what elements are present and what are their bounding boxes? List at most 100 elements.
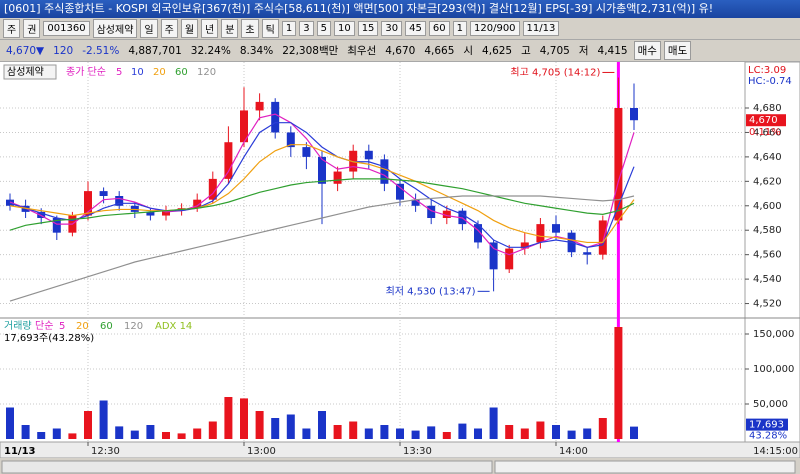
volume-bar [208,421,217,439]
toolbar-button[interactable]: 45 [405,21,426,36]
toolbar-button[interactable]: 15 [357,21,379,36]
candle-body [630,108,638,121]
candle-body [224,142,233,179]
volume-bar [489,407,498,439]
volume-bar [583,428,592,439]
toolbar-button[interactable]: 11/13 [522,21,560,36]
info-field: 4,887,701 [128,44,182,57]
x-tick-label: 13:00 [247,446,276,457]
last-volume-pct: 43.28% [749,431,787,442]
volume-bar [286,414,295,439]
last-price-box [746,114,786,127]
toolbar-button[interactable]: 년 [201,19,219,38]
date-label: 11/13 [4,446,36,457]
candle-body [162,210,170,216]
candle-body [271,101,280,133]
last-volume-label: 17,693 [749,420,784,431]
legend-entry: ADX 14 [155,321,192,332]
info-field: -2.51% [82,44,120,57]
volume-bar [567,430,576,439]
order-button[interactable]: 매수 [633,41,661,60]
volume-bar [99,400,108,439]
volume-bar [224,397,233,439]
candle-body [52,218,61,233]
volume-bar [115,426,124,439]
info-field: 120 [53,44,74,57]
axis-note: LC:3.09 [748,65,786,76]
candle-body [442,210,451,218]
toolbar-button[interactable]: 분 [221,19,239,38]
info-field: 4,670▼ [6,44,45,57]
volume-bar [442,432,451,439]
toolbar-button[interactable]: 10 [333,21,355,36]
candle-body [318,156,326,184]
toolbar-button[interactable]: 월 [180,19,199,38]
info-row: 4,670▼ 120 -2.51% 4,887,701 32.24% 8.34% 22,30… [0,40,800,62]
order-button[interactable]: 매도 [663,41,692,60]
info-field: 시 [463,45,474,57]
legend-entry: 60 [175,67,188,78]
volume-bar [146,425,155,439]
toolbar-button[interactable]: 120/900 [470,21,520,36]
volume-bar [302,428,311,439]
candle-body [84,191,92,216]
toolbar-button[interactable]: 1 [281,21,297,36]
toolbar-button[interactable]: 60 [428,21,450,36]
volume-bar [37,432,46,439]
candle-body [99,191,108,196]
toolbar-button[interactable]: 일 [140,19,158,38]
chart: 4,520 4,540 4,560 4,580 4,600 4,620 4,640 4,660… [0,61,800,474]
legend-entry: 20 [153,67,166,78]
toolbar-button[interactable]: 001360 [43,21,90,36]
toolbar-button[interactable]: 초 [241,19,259,38]
y-tick-label: 4,620 [753,176,782,187]
volume-bar [536,421,545,439]
volume-bar [520,428,529,439]
volume-bar [630,426,638,439]
volume-bar [614,327,623,439]
toolbar-button[interactable]: 30 [381,21,403,36]
chart-background [0,62,800,474]
x-tick-label: 14:00 [559,446,588,457]
volume-bar [240,398,248,439]
toolbar-button[interactable]: 3 [299,21,314,36]
candle-body [474,224,482,243]
toolbar-button[interactable]: 권 [23,19,41,38]
candle-body [598,220,607,255]
x-tick-label: 12:30 [91,446,120,457]
scroll-buttons[interactable] [494,460,796,474]
candle-body [536,224,545,243]
volume-bar [177,433,186,439]
legend-entry: 20 [76,321,89,332]
candle-body [115,196,124,206]
info-field: 4,665 [424,44,455,57]
y-tick-label: 150,000 [753,329,794,340]
last-price-label: 4,670 [749,115,778,126]
toolbar-button[interactable]: 5 [316,21,331,36]
y-tick-label: 4,660 [753,127,782,138]
scroll-track[interactable] [1,460,493,474]
x-tick-label: 13:30 [403,446,432,457]
title-box [3,64,57,80]
toolbar-button[interactable]: 주 [160,19,178,38]
chart-title: 삼성제약 [7,66,44,78]
volume-bar [411,430,420,439]
toolbar-button[interactable]: 삼성제약 [92,19,138,38]
legend-prefix: 종가 단순 [66,66,106,78]
info-field: 4,705 [539,44,570,57]
legend-entry: 10 [131,67,144,78]
info-field: 22,308백만 [282,45,339,57]
y-tick-label: 4,560 [753,250,782,261]
volume-bar [598,418,607,439]
volume-bar [6,407,14,439]
axis-note: HC:-0.74 [748,76,792,87]
toolbar-button[interactable]: 1 [452,21,467,36]
toolbar-button[interactable]: 틱 [261,19,279,38]
candle-body [333,171,342,184]
volume-bar [271,418,280,439]
y-tick-label: 100,000 [753,364,794,375]
volume-bar [130,430,139,439]
toolbar-button[interactable]: 주 [3,19,21,38]
candle-body [240,110,248,143]
